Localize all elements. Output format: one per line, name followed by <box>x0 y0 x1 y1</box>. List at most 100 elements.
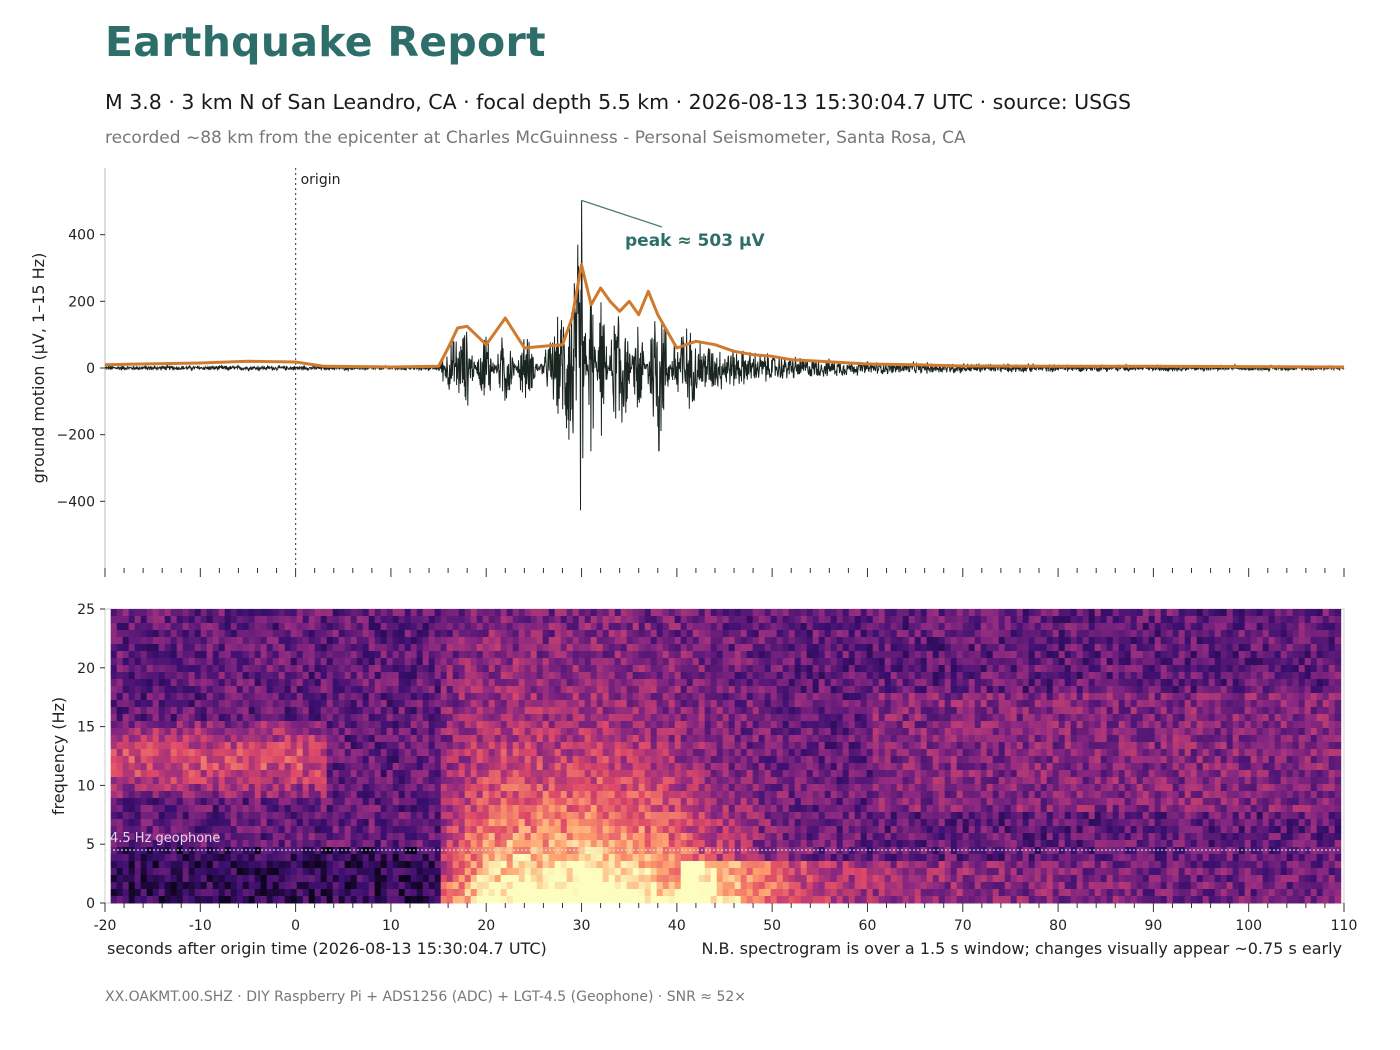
spectrogram-cell <box>488 728 496 736</box>
spectrogram-cell <box>704 735 712 743</box>
spectrogram-cell <box>548 833 556 841</box>
spectrogram-cell <box>530 749 538 757</box>
spectrogram-cell <box>542 609 550 617</box>
spectrogram-cell <box>680 644 688 652</box>
spectrogram-cell <box>752 805 760 813</box>
spectrogram-cell <box>686 623 694 631</box>
spectrogram-cell <box>338 644 346 652</box>
spectrogram-cell <box>176 840 184 848</box>
spectrogram-cell <box>110 770 118 778</box>
spectrogram-cell <box>242 700 250 708</box>
spectrogram-cell <box>566 798 574 806</box>
spectrogram-cell <box>542 693 550 701</box>
spectrogram-cell <box>608 609 616 617</box>
spectrogram-cell <box>764 644 772 652</box>
spectrogram-cell <box>584 728 592 736</box>
spectrogram-cell <box>788 742 796 750</box>
spectrogram-cell <box>446 651 454 659</box>
spectrogram-cell <box>332 812 340 820</box>
spectrogram-cell <box>674 630 682 638</box>
spectrogram-cell <box>590 868 598 876</box>
spectrogram-cell <box>650 826 658 834</box>
spectrogram-cell <box>404 875 412 883</box>
spectrogram-cell <box>176 805 184 813</box>
spectrogram-cell <box>626 721 634 729</box>
spectrogram-cell <box>716 609 724 617</box>
spectrogram-cell <box>188 763 196 771</box>
spectrogram-cell <box>806 707 814 715</box>
spectrogram-cell <box>452 840 460 848</box>
spectrogram-cell <box>686 840 694 848</box>
spectrogram-cell <box>494 679 502 687</box>
spectrogram-cell <box>644 854 652 862</box>
spectrogram-cell <box>260 651 268 659</box>
spectrogram-cell <box>158 749 166 757</box>
spectrogram-cell <box>650 882 658 890</box>
spectrogram-cell <box>212 805 220 813</box>
spectrogram-cell <box>452 644 460 652</box>
spectrogram-cell <box>134 868 142 876</box>
spectrogram-cell <box>254 637 262 645</box>
spectrogram-cell <box>230 644 238 652</box>
spectrogram-cell <box>338 763 346 771</box>
spectrogram-cell <box>686 700 694 708</box>
spectrogram-cell <box>386 700 394 708</box>
spectrogram-cell <box>404 833 412 841</box>
spectrogram-cell <box>698 644 706 652</box>
spectrogram-cell <box>794 875 802 883</box>
spectrogram-cell <box>128 770 136 778</box>
spectrogram-cell <box>548 812 556 820</box>
spectrogram-cell <box>722 868 730 876</box>
spectrogram-cell <box>116 637 124 645</box>
spectrogram-cell <box>704 763 712 771</box>
spectrogram-cell <box>794 840 802 848</box>
spectrogram-cell <box>650 833 658 841</box>
spectrogram-cell <box>470 868 478 876</box>
spectrogram-cell <box>674 707 682 715</box>
spectrogram-cell <box>704 749 712 757</box>
spectrogram-cell <box>548 756 556 764</box>
spectrogram-cell <box>620 700 628 708</box>
spectrogram-cell <box>734 637 742 645</box>
spectrogram-cell <box>230 735 238 743</box>
spectrogram-cell <box>290 777 298 785</box>
spectrogram-cell <box>428 805 436 813</box>
spectrogram-cell <box>680 665 688 673</box>
spectrogram-cell <box>710 672 718 680</box>
station-line: recorded ~88 km from the epicenter at Ch… <box>105 128 966 148</box>
spectrogram-cell <box>218 770 226 778</box>
spectrogram-cell <box>134 777 142 785</box>
spectrogram-cell <box>206 826 214 834</box>
spectrogram-cell <box>170 889 178 897</box>
spectrogram-cell <box>206 686 214 694</box>
spectrogram-cell <box>146 728 154 736</box>
spectrogram-cell <box>524 868 532 876</box>
spectrogram-cell <box>218 686 226 694</box>
spectrogram-cell <box>272 847 280 855</box>
spectrogram-cell <box>758 826 766 834</box>
spectrogram-cell <box>224 840 232 848</box>
spectrogram-cell <box>686 637 694 645</box>
spectrogram-cell <box>452 812 460 820</box>
spectrogram-cell <box>716 756 724 764</box>
spectrogram-cell <box>380 630 388 638</box>
spectrogram-cell <box>638 896 646 904</box>
spectrogram-cell <box>530 861 538 869</box>
spectrogram-cell <box>434 896 442 904</box>
spectrogram-cell <box>572 700 580 708</box>
spectrogram-cell <box>674 623 682 631</box>
spectrogram-cell <box>662 637 670 645</box>
spectrogram-cell <box>218 630 226 638</box>
spectrogram-cell <box>584 623 592 631</box>
spectrogram-cell <box>254 749 262 757</box>
spectrogram-cell <box>206 798 214 806</box>
spectrogram-cell <box>200 609 208 617</box>
spectrogram-cell <box>470 728 478 736</box>
spectrogram-cell <box>644 742 652 750</box>
spectrogram-cell <box>602 721 610 729</box>
spectrogram-cell <box>476 679 484 687</box>
spectrogram-cell <box>164 728 172 736</box>
spectrogram-cell <box>452 770 460 778</box>
spectrogram-cell <box>338 819 346 827</box>
spectrogram-cell <box>272 721 280 729</box>
